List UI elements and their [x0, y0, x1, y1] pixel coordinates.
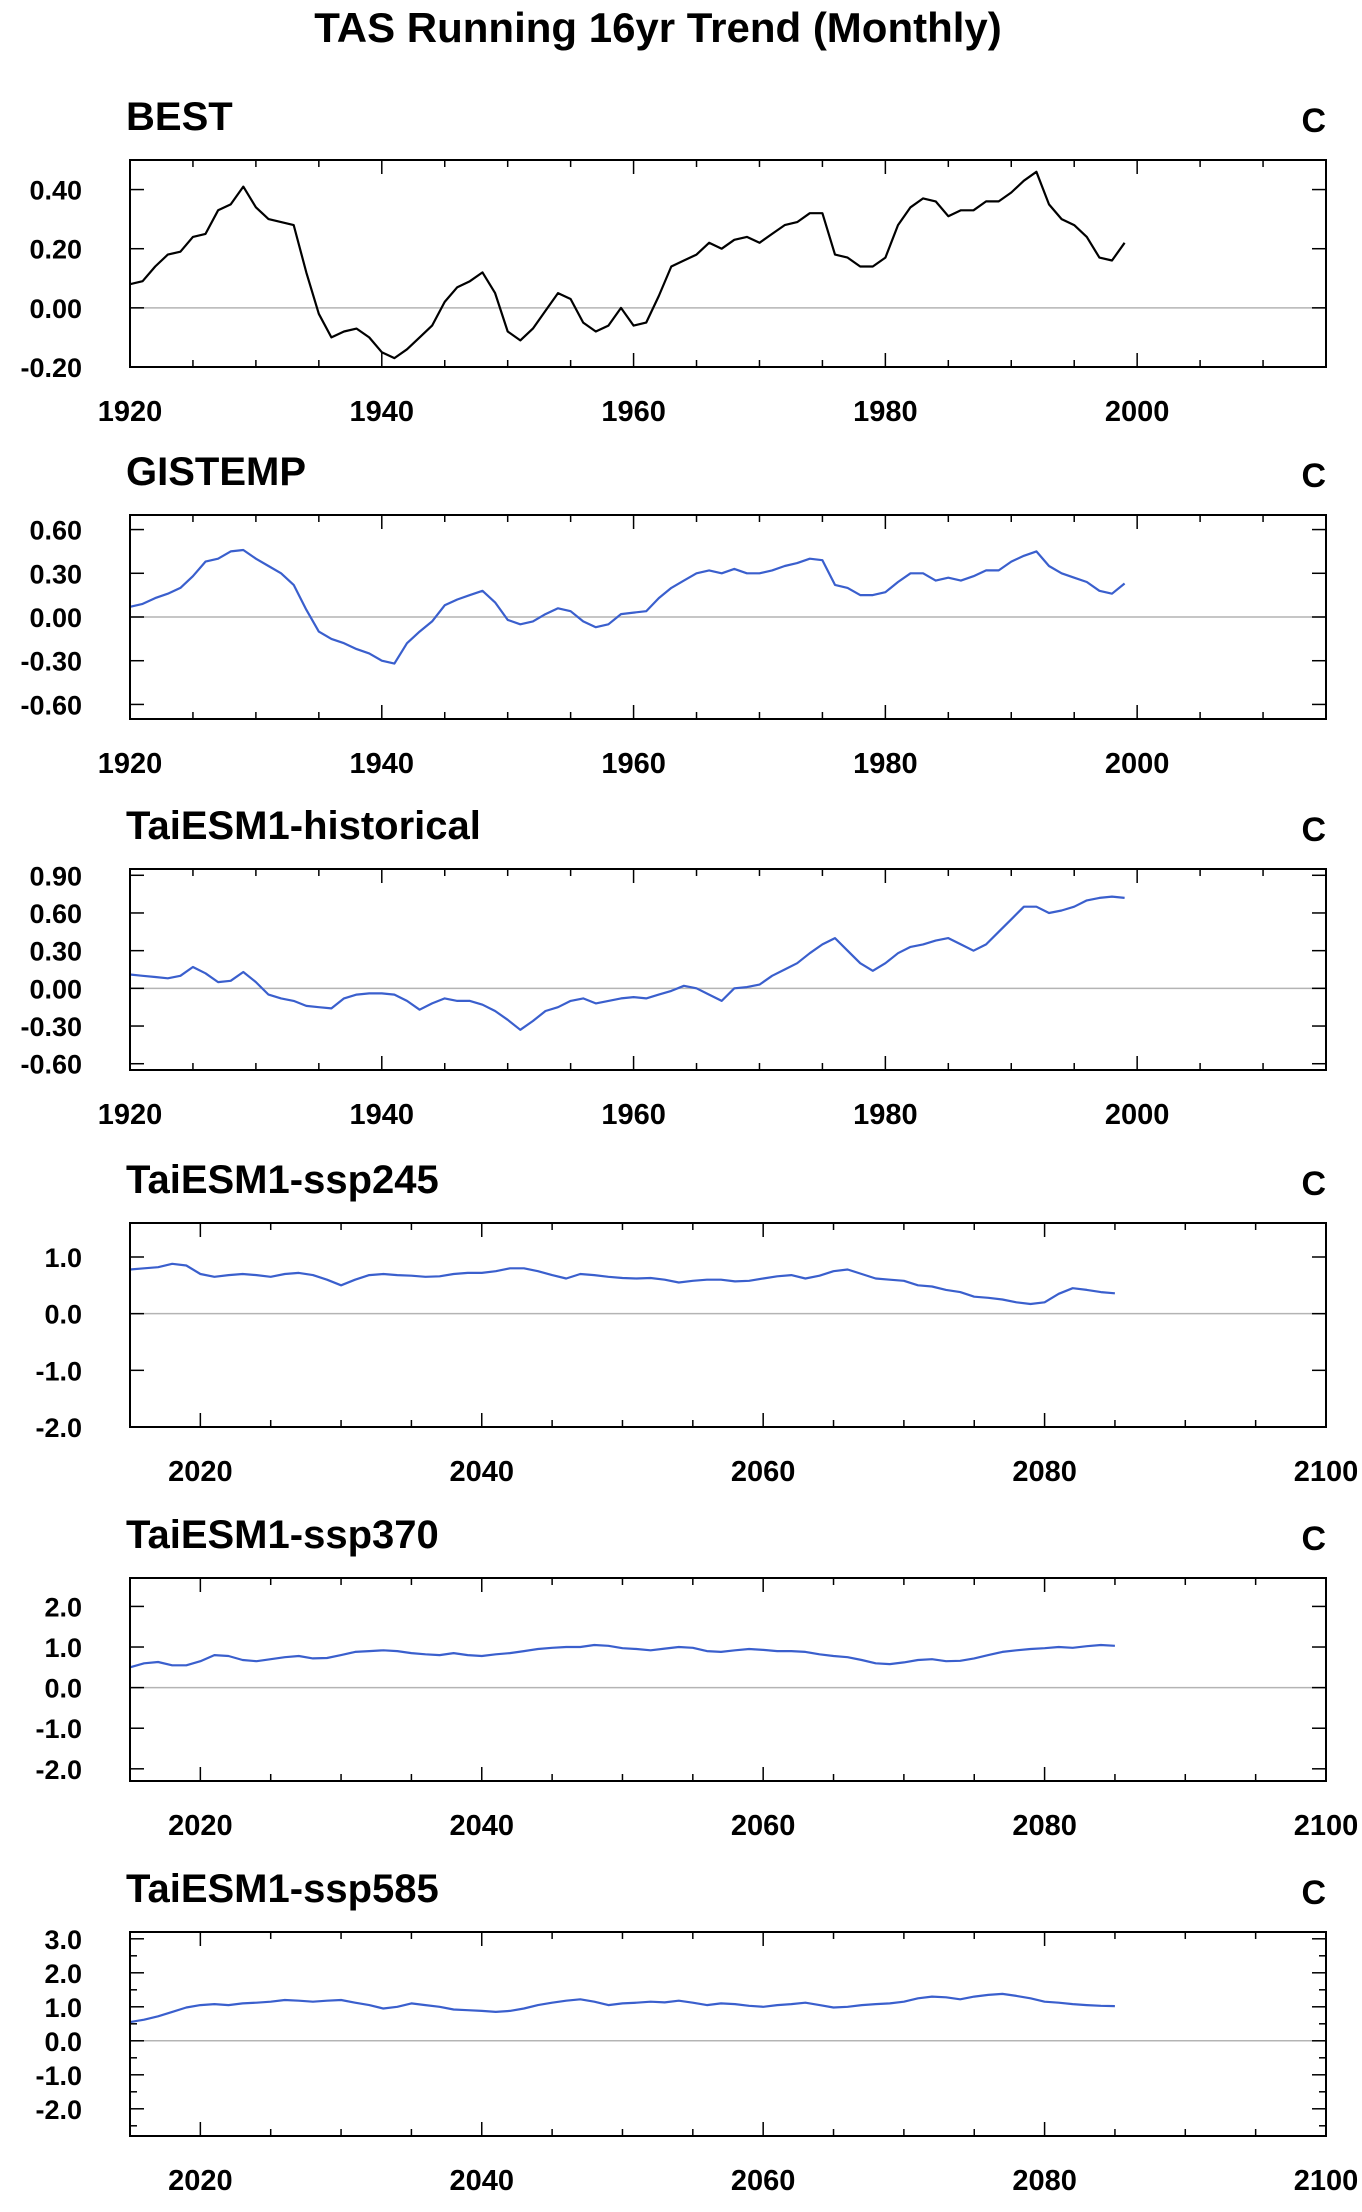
x-tick-label: 2100 [1294, 1810, 1359, 1842]
x-tick-label: 2020 [168, 1810, 233, 1842]
x-tick-label: 2020 [168, 1456, 233, 1488]
x-tick-label: 2000 [1105, 1099, 1170, 1131]
x-tick-label: 1920 [98, 1099, 163, 1131]
y-tick-label: -0.30 [20, 647, 82, 677]
panel-1: BEST C 1920 1940 1960 1980 2000 -0.20 0.00 0.20 0.… [20, 95, 1327, 428]
y-tick-label: 0.00 [29, 294, 82, 324]
y-tick-label: 3.0 [44, 1925, 82, 1955]
y-tick-label: -0.60 [20, 690, 82, 720]
y-tick-label: -2.0 [35, 2095, 82, 2125]
y-tick-label: 1.0 [44, 1243, 82, 1273]
plot-frame [129, 159, 1327, 368]
y-tick-label: 2.0 [44, 1592, 82, 1622]
x-tick-label: 2100 [1294, 2165, 1359, 2197]
y-tick-label: 0.90 [29, 861, 82, 891]
x-tick-label: 1960 [601, 1099, 666, 1131]
units-label: C [1301, 1165, 1326, 1203]
y-tick-label: 0.60 [29, 899, 82, 929]
series-line [129, 170, 1126, 360]
panel-4: TaiESM1-ssp245 C 2020 2040 2060 2080 2100 -2.0 -… [35, 1158, 1358, 1488]
plot-frame [129, 1577, 1327, 1782]
x-tick-label: 1920 [98, 396, 163, 428]
y-tick-label: -2.0 [35, 1413, 82, 1443]
x-tick-label: 1940 [350, 748, 415, 780]
x-tick-label: 1980 [853, 1099, 918, 1131]
x-tick-label: 2080 [1012, 1810, 1077, 1842]
plot-frame [129, 514, 1327, 720]
x-tick-label: 2020 [168, 2165, 233, 2197]
panel-title: TaiESM1-ssp370 [126, 1513, 439, 1557]
series-line [129, 895, 1125, 1031]
x-tick-label: 1960 [601, 748, 666, 780]
y-tick-label: 0.20 [29, 235, 82, 265]
x-tick-label: 2040 [450, 2165, 515, 2197]
x-tick-label: 2100 [1294, 1456, 1359, 1488]
x-tick-label: 1980 [853, 748, 918, 780]
plot-frame [129, 868, 1327, 1071]
y-tick-label: -1.0 [35, 2061, 82, 2091]
y-tick-label: 0.00 [29, 603, 82, 633]
x-tick-label: 1960 [601, 396, 666, 428]
y-tick-label: 0.0 [44, 1300, 82, 1330]
y-tick-label: 0.0 [44, 2027, 82, 2057]
y-tick-label: 0.30 [29, 937, 82, 967]
plot-frame [129, 1931, 1327, 2137]
x-tick-label: 2000 [1105, 396, 1170, 428]
series-line [129, 548, 1126, 665]
x-tick-label: 1980 [853, 396, 918, 428]
y-tick-label: -1.0 [35, 1714, 82, 1744]
x-tick-label: 2080 [1012, 2165, 1077, 2197]
panel-title: BEST [126, 95, 233, 139]
x-tick-label: 2060 [731, 2165, 796, 2197]
x-tick-label: 2060 [731, 1456, 796, 1488]
y-tick-label: 0.00 [29, 974, 82, 1004]
panel-6: TaiESM1-ssp585 C 2020 2040 2060 2080 2100 -2.0 -… [35, 1867, 1358, 2197]
y-tick-label: 2.0 [44, 1959, 82, 1989]
figure-title: TAS Running 16yr Trend (Monthly) [314, 4, 1002, 51]
units-label: C [1301, 457, 1326, 495]
x-tick-label: 1920 [98, 748, 163, 780]
panels: BEST C 1920 1940 1960 1980 2000 -0.20 0.00 0.20 0.… [20, 95, 1358, 2197]
y-tick-label: -0.30 [20, 1012, 82, 1042]
units-label: C [1301, 811, 1326, 849]
panel-title: TaiESM1-historical [126, 804, 481, 848]
x-tick-label: 1940 [350, 1099, 415, 1131]
x-tick-label: 1940 [350, 396, 415, 428]
panel-title: GISTEMP [126, 450, 306, 494]
units-label: C [1301, 1874, 1326, 1912]
panel-title: TaiESM1-ssp585 [126, 1867, 439, 1911]
x-tick-label: 2040 [450, 1810, 515, 1842]
series-line [129, 1992, 1115, 2024]
y-tick-label: 0.30 [29, 559, 82, 589]
y-tick-label: 0.40 [29, 176, 82, 206]
series-line [129, 1262, 1115, 1306]
x-tick-label: 2040 [450, 1456, 515, 1488]
panel-2: GISTEMP C 1920 1940 1960 1980 2000 -0.60 -0.30 0.… [20, 450, 1327, 780]
y-tick-label: -2.0 [35, 1755, 82, 1785]
y-tick-label: -1.0 [35, 1356, 82, 1386]
panel-5: TaiESM1-ssp370 C 2020 2040 2060 2080 2100 -2.0 -… [35, 1513, 1358, 1842]
series-line [129, 1643, 1115, 1669]
units-label: C [1301, 102, 1326, 140]
x-tick-label: 2000 [1105, 748, 1170, 780]
y-tick-label: 1.0 [44, 1993, 82, 2023]
panel-title: TaiESM1-ssp245 [126, 1158, 439, 1202]
y-tick-label: -0.20 [20, 353, 82, 383]
panel-3: TaiESM1-historical C 1920 1940 1960 1980 2000 -… [20, 804, 1327, 1131]
plot-frame [129, 1222, 1327, 1428]
y-tick-label: 0.60 [29, 516, 82, 546]
x-tick-label: 2080 [1012, 1456, 1077, 1488]
y-tick-label: 1.0 [44, 1633, 82, 1663]
y-tick-label: -0.60 [20, 1050, 82, 1080]
units-label: C [1301, 1520, 1326, 1558]
y-tick-label: 0.0 [44, 1674, 82, 1704]
x-tick-label: 2060 [731, 1810, 796, 1842]
